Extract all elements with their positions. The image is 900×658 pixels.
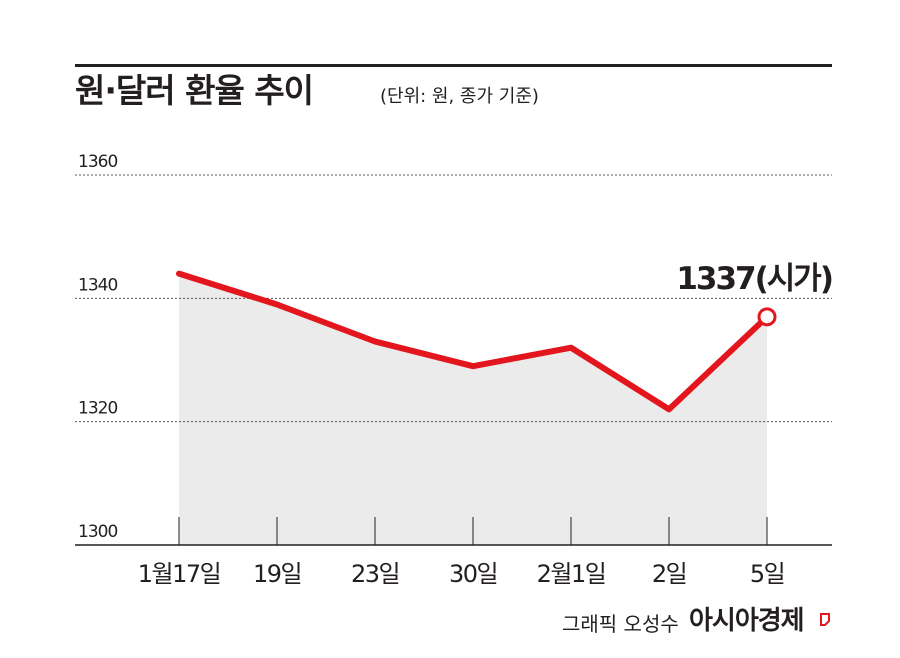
last-point-marker xyxy=(757,307,777,327)
y-tick-label: 1340 xyxy=(78,275,117,295)
y-tick-label: 1300 xyxy=(78,522,117,542)
y-tick-label: 1320 xyxy=(78,399,117,419)
chart-title: 원·달러 환율 추이 xyxy=(75,71,314,110)
rate-line xyxy=(176,270,770,413)
x-tick-label: 30일 xyxy=(449,560,497,588)
top-rule xyxy=(75,64,832,67)
x-tick-label: 2일 xyxy=(652,560,686,588)
graphic-credit: 그래픽 오성수 xyxy=(562,612,679,636)
y-tick-label: 1360 xyxy=(78,152,117,172)
unit-note: (단위: 원, 종가 기준) xyxy=(380,86,539,107)
x-tick-label: 2월1일 xyxy=(537,560,606,588)
x-tick-label: 5일 xyxy=(750,560,784,588)
area-fill xyxy=(179,273,767,545)
x-tick-label: 1월17일 xyxy=(138,560,220,588)
x-tick-label: 23일 xyxy=(351,560,399,588)
brand-mark-icon xyxy=(820,613,830,626)
x-tick-label: 19일 xyxy=(253,560,301,588)
last-value-annotation: 1337(시가) xyxy=(676,261,832,297)
brand-logo: 아시아경제 xyxy=(689,606,805,636)
